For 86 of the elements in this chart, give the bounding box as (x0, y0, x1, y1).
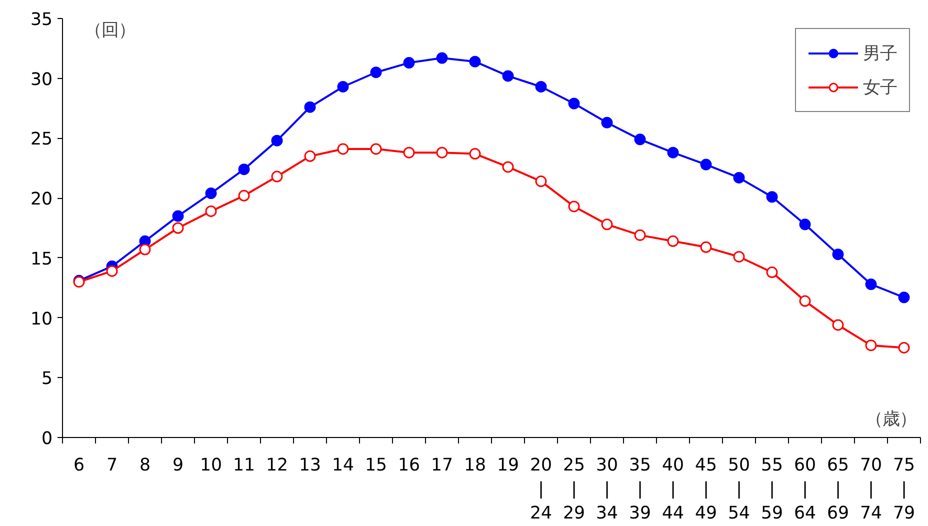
x-tick-label: 18 (464, 456, 486, 476)
point (337, 80, 349, 92)
x-tick-label: 30 | 34 (596, 456, 618, 524)
x-tick-label: 16 (398, 456, 420, 476)
point (502, 70, 514, 82)
y-tick-label: 35 (30, 10, 53, 30)
point (271, 134, 283, 146)
point (601, 116, 613, 128)
point (568, 200, 580, 212)
point (304, 101, 316, 113)
x-tick-label: 12 (266, 456, 288, 476)
y-tick-label: 30 (30, 70, 53, 90)
point (337, 143, 349, 155)
point (172, 222, 184, 234)
y-tick-label: 15 (30, 249, 53, 270)
point (271, 170, 283, 182)
point (700, 158, 712, 170)
x-tick-label: 10 (200, 456, 222, 476)
point (205, 188, 217, 200)
x-tick-label: 65 | 69 (826, 456, 850, 524)
x-tick-label: 19 (496, 456, 520, 476)
point (535, 176, 547, 188)
point (733, 172, 745, 184)
point (304, 150, 316, 162)
x-tick-label: 8 (139, 456, 151, 476)
x-tick-label: 15 (364, 456, 388, 476)
legend-label: 女子 (863, 77, 897, 99)
x-tick-label: 60 | 64 (794, 456, 816, 524)
x-tick-label: 50 | 54 (728, 456, 750, 524)
point (502, 161, 514, 173)
point (139, 244, 151, 256)
x-tick-label: 17 (430, 456, 454, 476)
point (601, 218, 613, 230)
point (238, 190, 250, 202)
x-tick-label: 70 | 74 (860, 456, 882, 524)
x-tick-label: 45 | 49 (694, 456, 718, 524)
point (799, 295, 811, 307)
point (106, 265, 118, 277)
x-tick-label: 9 (172, 456, 184, 476)
point (766, 266, 778, 278)
point (436, 52, 448, 64)
x-tick-label: 55 | 59 (760, 456, 784, 524)
point (634, 134, 646, 146)
point (172, 210, 184, 222)
y-tick-label: 20 (30, 190, 53, 210)
point (436, 146, 448, 158)
point (469, 56, 481, 68)
x-tick-label: 25 | 29 (562, 456, 586, 524)
x-tick-label: 13 (298, 456, 322, 476)
x-tick-label: 40 | 44 (662, 456, 684, 524)
x-tick-label: 75 | 79 (892, 456, 916, 524)
point (568, 98, 580, 110)
point (832, 248, 844, 260)
x-tick-label: 20 | 24 (530, 456, 552, 524)
point (700, 241, 712, 253)
point (898, 342, 910, 354)
point (403, 57, 415, 69)
y-tick-label: 5 (41, 369, 53, 390)
point (733, 250, 745, 262)
point (403, 146, 415, 158)
y-tick-label: 10 (30, 309, 53, 330)
x-tick-label: 14 (332, 456, 354, 476)
point (535, 80, 547, 92)
point (238, 164, 250, 176)
point (667, 235, 679, 247)
point (469, 148, 481, 160)
point (766, 191, 778, 203)
point (865, 278, 877, 290)
x-tick-label: 11 (232, 456, 256, 476)
x-axis-title: （歳） (866, 410, 916, 430)
point (865, 340, 877, 352)
point (634, 229, 646, 241)
point (205, 206, 217, 217)
x-tick-label: 7 (106, 456, 118, 476)
point (832, 319, 844, 331)
legend-label: 男子 (863, 43, 897, 65)
x-tick-label: 6 (73, 456, 85, 476)
point (370, 143, 382, 155)
point (667, 146, 679, 158)
y-axis-title: （回） (84, 20, 136, 40)
x-tick-label: 35 | 39 (628, 456, 652, 524)
point (799, 218, 811, 230)
point (898, 292, 910, 304)
y-tick-label: 0 (41, 429, 53, 449)
point (370, 66, 382, 78)
y-tick-label: 25 (30, 130, 53, 150)
